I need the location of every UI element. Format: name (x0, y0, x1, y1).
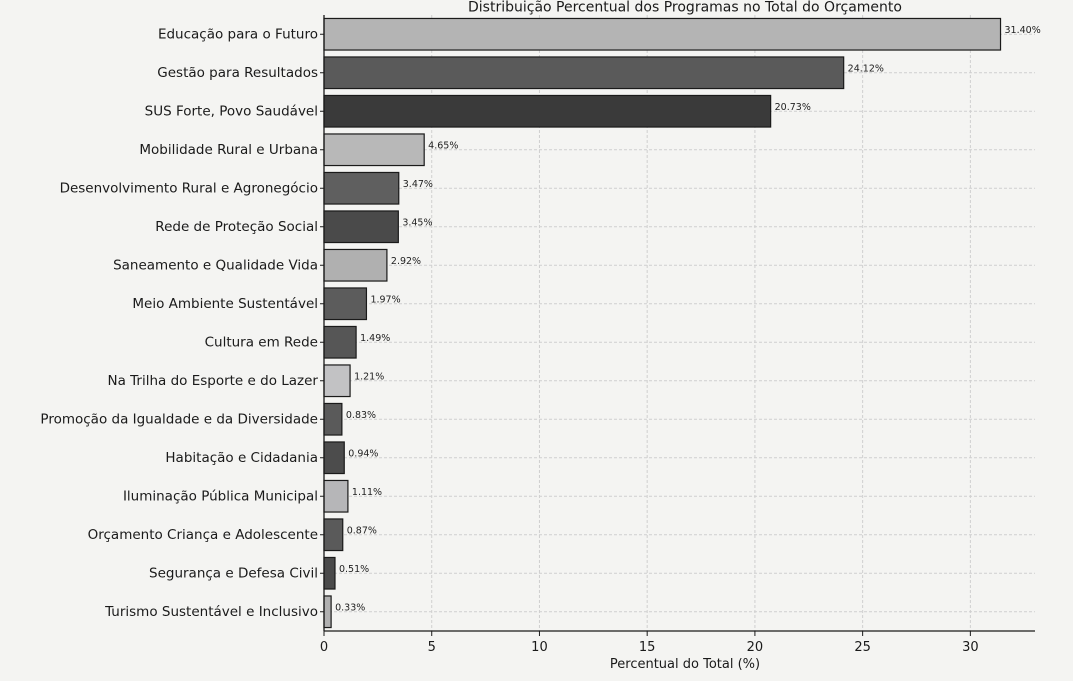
bar (323, 518, 344, 552)
category-label: SUS Forte, Povo Saudável (145, 103, 318, 119)
x-axis-title: Percentual do Total (%) (610, 657, 760, 672)
category-label: Segurança e Defesa Civil (149, 565, 318, 581)
category-label: Desenvolvimento Rural e Agronegócio (60, 180, 318, 196)
bar (323, 325, 357, 359)
value-label: 4.65% (428, 140, 458, 151)
bar (323, 287, 368, 321)
axes: 0 5 10 15 20 25 30 (320, 15, 1035, 655)
category-label: Orçamento Criança e Adolescente (88, 527, 318, 543)
value-label: 1.97% (370, 294, 400, 305)
category-label: Gestão para Resultados (157, 65, 318, 81)
labels: Educação para o Futuro 31.40% Gestão para … (40, 25, 1040, 620)
x-tick-label: 0 (320, 640, 328, 655)
category-label: Turismo Sustentável e Inclusivo (104, 604, 318, 620)
value-label: 31.40% (1005, 25, 1041, 36)
value-label: 2.92% (391, 256, 421, 267)
bar (323, 56, 845, 90)
bar (323, 210, 399, 244)
bars (323, 17, 1002, 629)
bar (323, 133, 425, 167)
bar (323, 402, 343, 436)
x-tick-label: 5 (428, 640, 436, 655)
value-label: 20.73% (775, 102, 811, 113)
value-label: 0.83% (346, 410, 376, 421)
value-label: 24.12% (848, 63, 884, 74)
x-tick-label: 15 (639, 640, 656, 655)
bar (323, 556, 336, 590)
value-label: 1.21% (354, 371, 384, 382)
category-label: Iluminação Pública Municipal (123, 488, 318, 504)
value-label: 0.94% (348, 448, 378, 459)
category-label: Na Trilha do Esporte e do Lazer (107, 373, 318, 389)
value-label: 1.11% (352, 487, 382, 498)
bar (323, 248, 388, 282)
category-label: Mobilidade Rural e Urbana (139, 142, 318, 158)
category-label: Saneamento e Qualidade Vida (113, 257, 318, 273)
value-label: 0.51% (339, 564, 369, 575)
x-tick-label: 10 (531, 640, 548, 655)
category-label: Educação para o Futuro (158, 26, 318, 42)
bar (323, 17, 1002, 51)
value-label: 3.45% (402, 217, 432, 228)
bar (323, 441, 345, 475)
value-label: 3.47% (403, 179, 433, 190)
category-label: Rede de Proteção Social (155, 219, 318, 235)
bar (323, 364, 351, 398)
category-label: Meio Ambiente Sustentável (132, 296, 318, 312)
x-tick-label: 20 (747, 640, 764, 655)
value-label: 0.87% (347, 525, 377, 536)
x-tick-label: 30 (962, 640, 979, 655)
bar (323, 595, 332, 629)
chart-title: Distribuição Percentual dos Programas no… (468, 0, 902, 16)
bar (323, 94, 772, 128)
category-label: Cultura em Rede (205, 334, 318, 350)
category-label: Promoção da Igualdade e da Diversidade (40, 411, 318, 427)
bar (323, 171, 400, 205)
bar (323, 479, 349, 513)
value-label: 0.33% (335, 602, 365, 613)
x-tick-label: 25 (854, 640, 871, 655)
category-label: Habitação e Cidadania (165, 450, 318, 466)
value-label: 1.49% (360, 333, 390, 344)
